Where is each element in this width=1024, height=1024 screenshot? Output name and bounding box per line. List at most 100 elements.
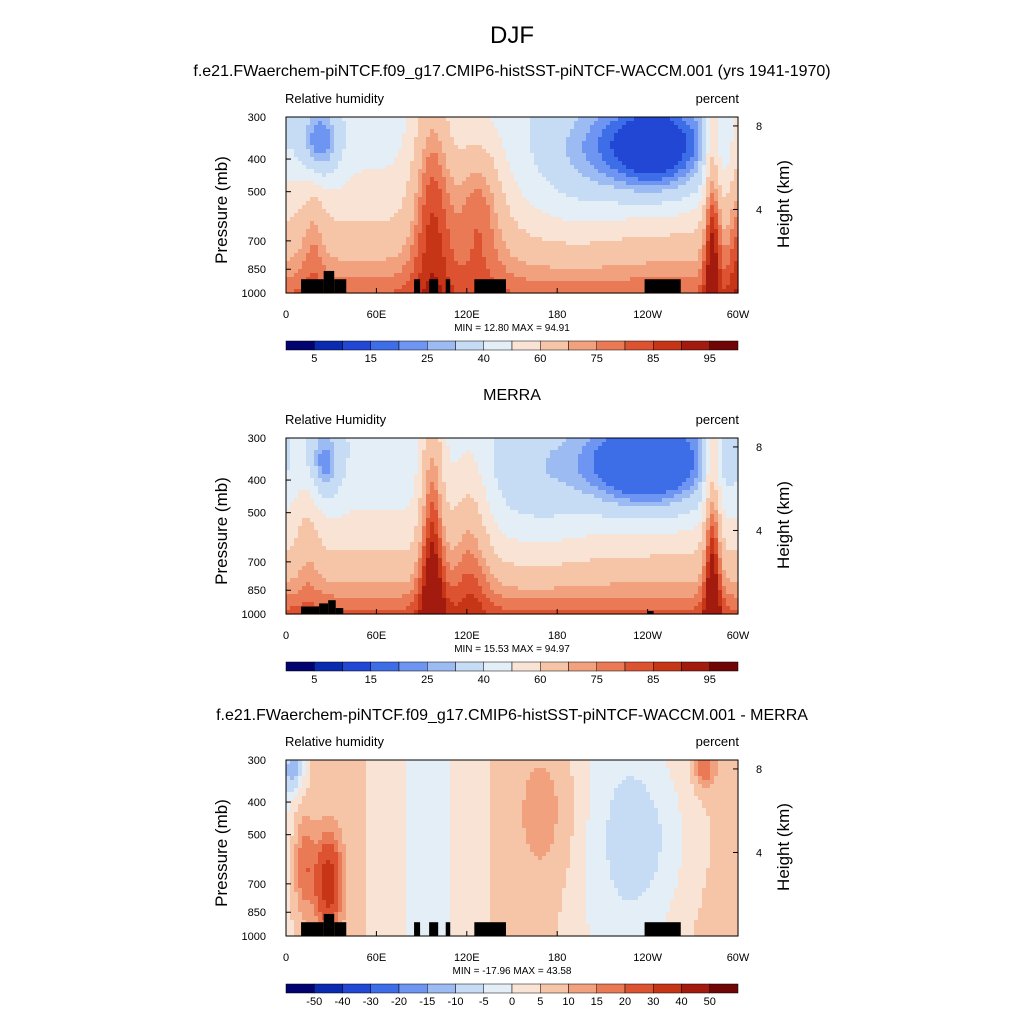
heatmap-cell [614,237,619,242]
heatmap-cell [370,221,375,226]
heatmap-cell [482,209,487,214]
heatmap-cell [430,189,435,194]
heatmap-cell [598,233,603,238]
heatmap-cell [730,273,735,278]
heatmap-cell [342,253,347,258]
heatmap-cell [570,265,575,270]
heatmap-cell [570,213,575,218]
heatmap-cell [338,165,343,170]
heatmap-cell [670,253,675,258]
heatmap-cell [326,205,331,210]
heatmap-cell [318,197,323,202]
heatmap-cell [330,265,335,270]
heatmap-cell [394,173,399,178]
heatmap-cell [386,193,391,198]
heatmap-cell [370,161,375,166]
heatmap-cell [338,241,343,246]
heatmap-cell [710,145,715,150]
heatmap-cell [442,285,447,290]
heatmap-cell [470,145,475,150]
heatmap-cell [494,149,499,154]
heatmap-cell [314,157,319,162]
heatmap-cell [734,185,739,190]
heatmap-cell [638,129,643,134]
heatmap-cell [654,185,659,190]
heatmap-cell [702,213,707,218]
heatmap-cell [310,221,315,226]
heatmap-cell [318,253,323,258]
heatmap-cell [314,133,319,138]
heatmap-cell [502,205,507,210]
heatmap-cell [310,141,315,146]
heatmap-cell [674,149,679,154]
heatmap-cell [702,193,707,198]
heatmap-cell [462,217,467,222]
heatmap-cell [438,269,443,274]
heatmap-cell [494,125,499,130]
heatmap-cell [518,121,523,126]
heatmap-cell [298,121,303,126]
heatmap-cell [362,121,367,126]
heatmap-cell [730,229,735,234]
heatmap-cell [354,237,359,242]
heatmap-cell [486,169,491,174]
heatmap-cell [286,133,291,138]
heatmap-cell [658,221,663,226]
heatmap-cell [546,161,551,166]
heatmap-cell [570,201,575,206]
heatmap-cell [386,249,391,254]
heatmap-cell [662,125,667,130]
heatmap-cell [398,129,403,134]
heatmap-cell [530,157,535,162]
heatmap-cell [714,161,719,166]
heatmap-cell [410,261,415,266]
heatmap-cell [510,253,515,258]
heatmap-cell [302,273,307,278]
heatmap-cell [586,165,591,170]
heatmap-cell [682,277,687,282]
terrain-block [474,279,506,293]
heatmap-cell [450,277,455,282]
heatmap-cell [470,193,475,198]
heatmap-cell [438,233,443,238]
heatmap-cell [418,165,423,170]
heatmap-cell [294,261,299,266]
heatmap-cell [406,241,411,246]
heatmap-cell [310,149,315,154]
heatmap-cell [682,261,687,266]
heatmap-cell [622,241,627,246]
heatmap-cell [718,261,723,266]
heatmap-cell [602,125,607,130]
heatmap-cell [298,237,303,242]
heatmap-cell [430,133,435,138]
heatmap-cell [714,173,719,178]
heatmap-cell [410,225,415,230]
heatmap-cell [598,265,603,270]
heatmap-cell [298,253,303,258]
heatmap-cell [322,121,327,126]
heatmap-cell [326,129,331,134]
heatmap-cell [614,241,619,246]
heatmap-cell [382,229,387,234]
heatmap-cell [726,209,731,214]
heatmap-cell [330,169,335,174]
heatmap-cell [370,193,375,198]
heatmap-cell [726,137,731,142]
heatmap-cell [446,265,451,270]
heatmap-cell [666,133,671,138]
heatmap-cell [654,273,659,278]
heatmap-cell [390,221,395,226]
heatmap-cell [482,193,487,198]
heatmap-cell [370,225,375,230]
heatmap-cell [590,217,595,222]
heatmap-cell [426,233,431,238]
heatmap-cell [666,149,671,154]
heatmap-cell [474,261,479,266]
heatmap-cell [662,265,667,270]
heatmap-cell [398,241,403,246]
heatmap-cell [318,269,323,274]
heatmap-cell [354,141,359,146]
heatmap-cell [522,209,527,214]
heatmap-cell [514,121,519,126]
heatmap-cell [366,237,371,242]
